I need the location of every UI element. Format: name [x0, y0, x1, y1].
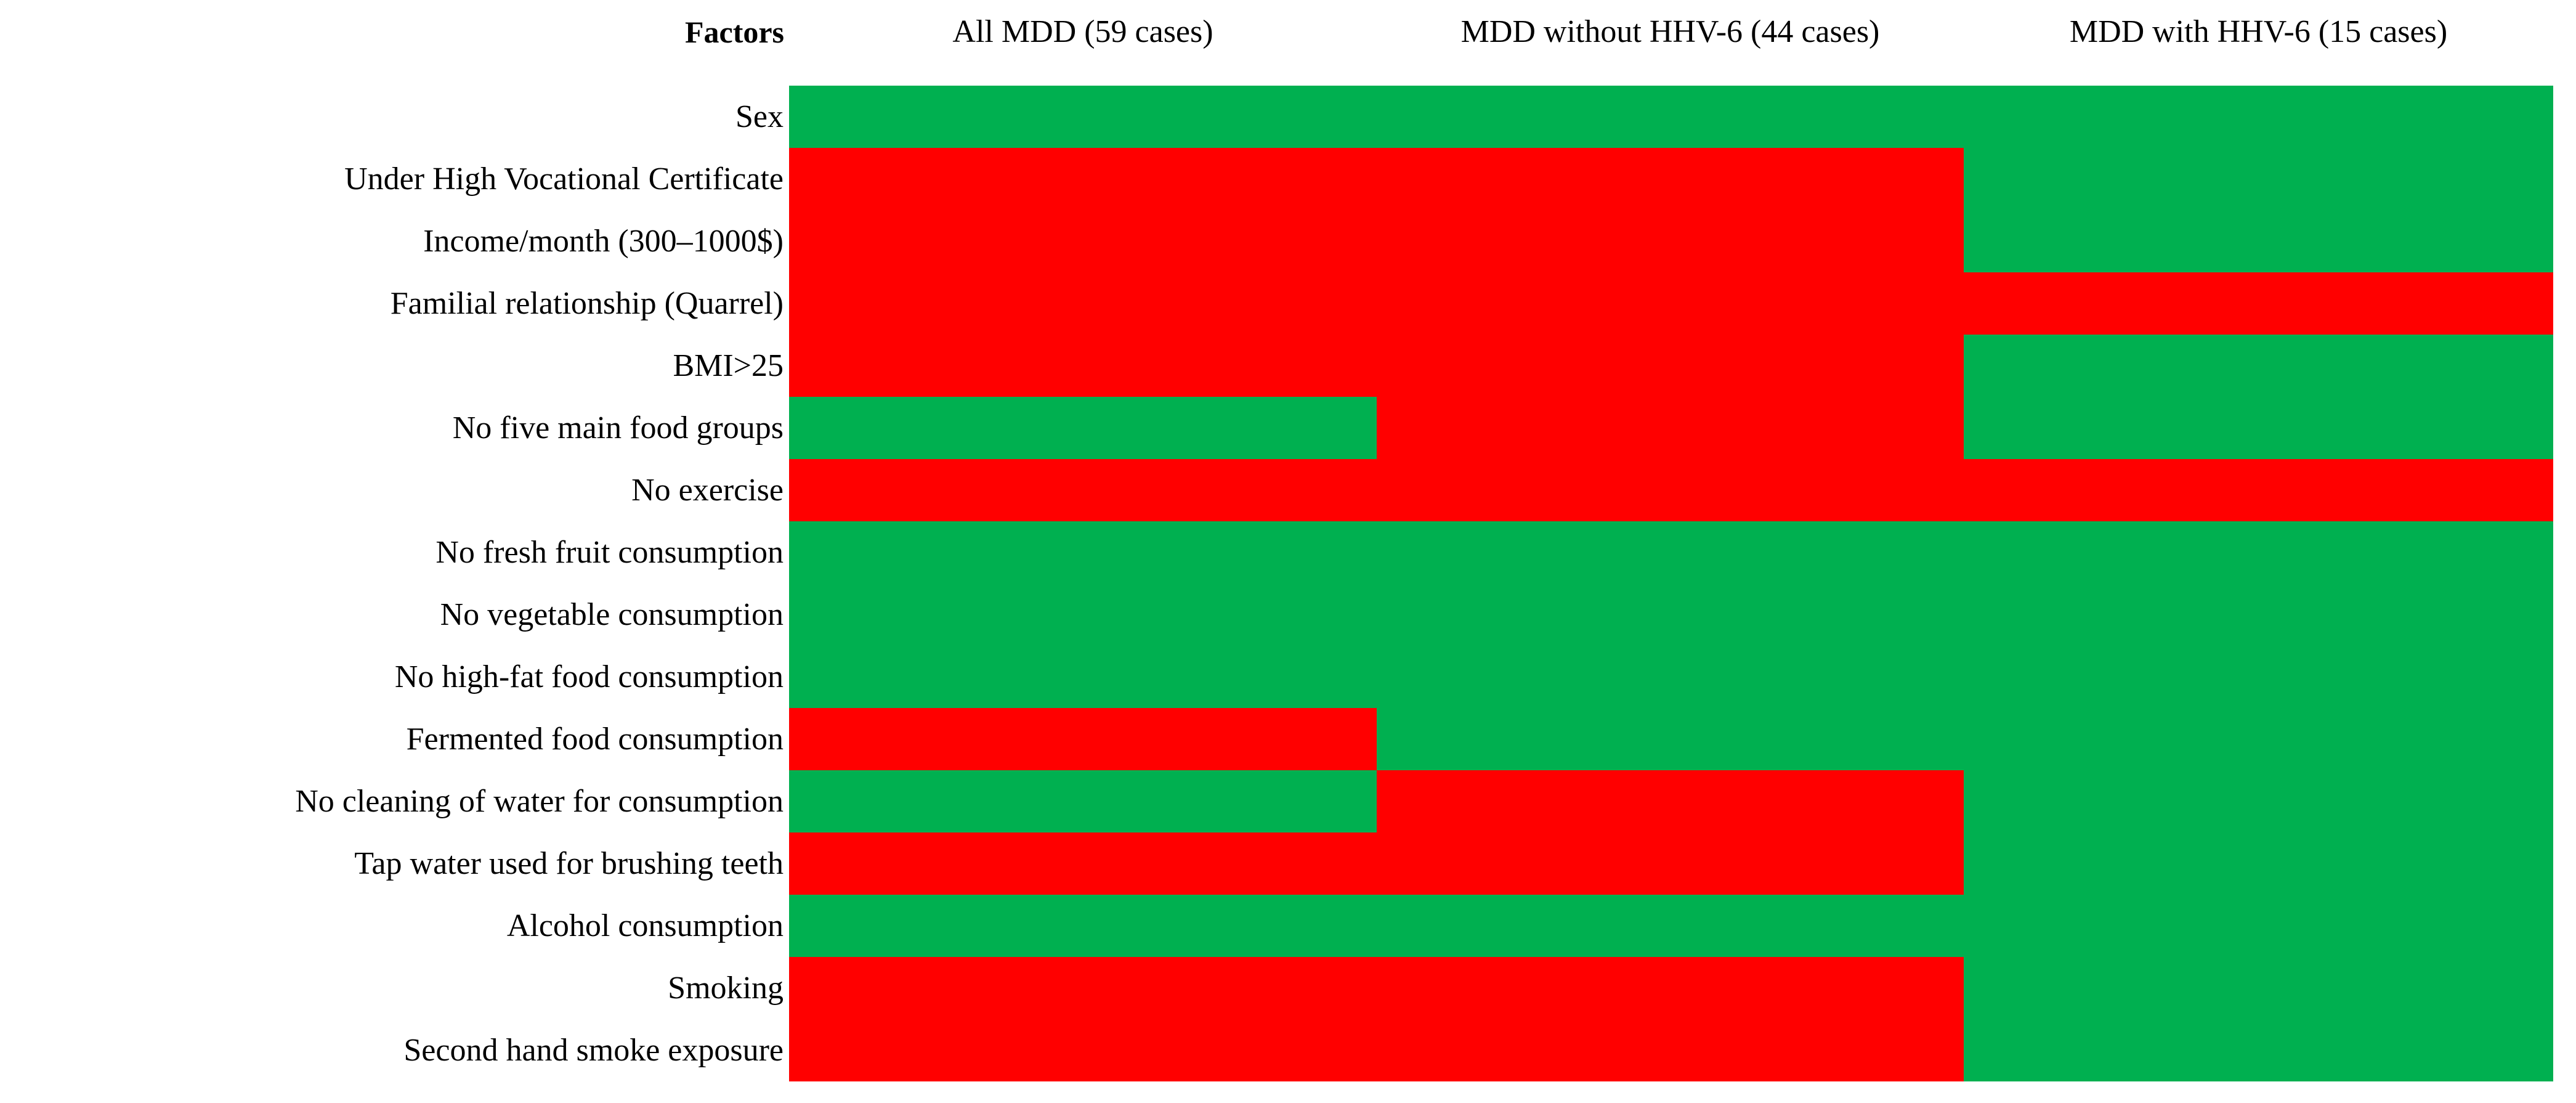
heatmap-cell	[1964, 521, 2553, 584]
row-label: Under High Vocational Certificate	[344, 161, 784, 197]
heatmap-cell	[1377, 646, 1964, 708]
row-label: Fermented food consumption	[406, 722, 784, 757]
heatmap-cell	[1964, 832, 2553, 895]
heatmap-cell	[789, 895, 1377, 957]
heatmap-cell	[1377, 1019, 1964, 1081]
heatmap-cell	[1377, 397, 1964, 459]
heatmap-cell	[1964, 86, 2553, 148]
heatmap-cell	[1377, 86, 1964, 148]
heatmap-cell	[789, 832, 1377, 895]
heatmap-cell	[789, 459, 1377, 521]
heatmap-cell	[1964, 459, 2553, 521]
heatmap-cell	[789, 521, 1377, 584]
row-label: Income/month (300–1000$)	[423, 224, 784, 259]
heatmap-cell	[789, 210, 1377, 272]
heatmap-cell	[1964, 957, 2553, 1019]
heatmap-cell	[789, 335, 1377, 397]
heatmap-cell	[789, 646, 1377, 708]
heatmap-cell	[789, 584, 1377, 646]
heatmap-cell	[1964, 770, 2553, 832]
heatmap-cell	[789, 272, 1377, 335]
heatmap-cell	[1964, 210, 2553, 272]
column-header-all-mdd: All MDD (59 cases)	[952, 14, 1213, 49]
row-label: No fresh fruit consumption	[435, 535, 784, 570]
heatmap-cell	[789, 770, 1377, 832]
row-label: Tap water used for brushing teeth	[354, 846, 784, 881]
heatmap-cell	[1964, 895, 2553, 957]
heatmap-cell	[789, 957, 1377, 1019]
heatmap-cell	[789, 1019, 1377, 1081]
heatmap-cell	[1964, 397, 2553, 459]
factors-header: Factors	[684, 15, 784, 49]
heatmap-cell	[1964, 148, 2553, 210]
row-label: Second hand smoke exposure	[403, 1033, 784, 1068]
heatmap-cell	[1377, 148, 1964, 210]
heatmap-grid	[789, 86, 2553, 1081]
heatmap-cell	[1377, 210, 1964, 272]
column-header-mdd-with-hhv6: MDD with HHV-6 (15 cases)	[2069, 14, 2448, 49]
row-label: Smoking	[668, 971, 784, 1006]
row-label: No five main food groups	[452, 410, 784, 446]
heatmap-cell	[1377, 957, 1964, 1019]
heatmap-cell	[789, 86, 1377, 148]
heatmap-cell	[1377, 521, 1964, 584]
heatmap-cell	[1377, 335, 1964, 397]
heatmap-cell	[1377, 708, 1964, 770]
heatmap-cell	[789, 708, 1377, 770]
heatmap-cell	[1964, 708, 2553, 770]
heatmap-cell	[1377, 832, 1964, 895]
heatmap-cell	[1377, 584, 1964, 646]
row-label: BMI>25	[673, 348, 784, 383]
row-label: No cleaning of water for consumption	[295, 784, 784, 819]
row-label: Alcohol consumption	[506, 908, 784, 943]
column-header-mdd-without-hhv6: MDD without HHV-6 (44 cases)	[1460, 14, 1880, 49]
heatmap-cell	[1964, 1019, 2553, 1081]
heatmap-cell	[789, 397, 1377, 459]
row-label: Sex	[735, 99, 784, 134]
heatmap-cell	[1964, 335, 2553, 397]
heatmap-cell	[1377, 272, 1964, 335]
row-label: No exercise	[631, 473, 784, 508]
heatmap-cell	[1377, 770, 1964, 832]
row-labels: Sex Under High Vocational Certificate Inco…	[0, 86, 784, 1081]
row-label: No vegetable consumption	[440, 597, 784, 632]
row-label: Familial relationship (Quarrel)	[390, 286, 784, 321]
row-label: No high-fat food consumption	[394, 659, 784, 694]
heatmap-cell	[1964, 272, 2553, 335]
heatmap-cell	[789, 148, 1377, 210]
heatmap-cell	[1377, 895, 1964, 957]
heatmap-cell	[1964, 584, 2553, 646]
heatmap-cell	[1964, 646, 2553, 708]
heatmap-cell	[1377, 459, 1964, 521]
